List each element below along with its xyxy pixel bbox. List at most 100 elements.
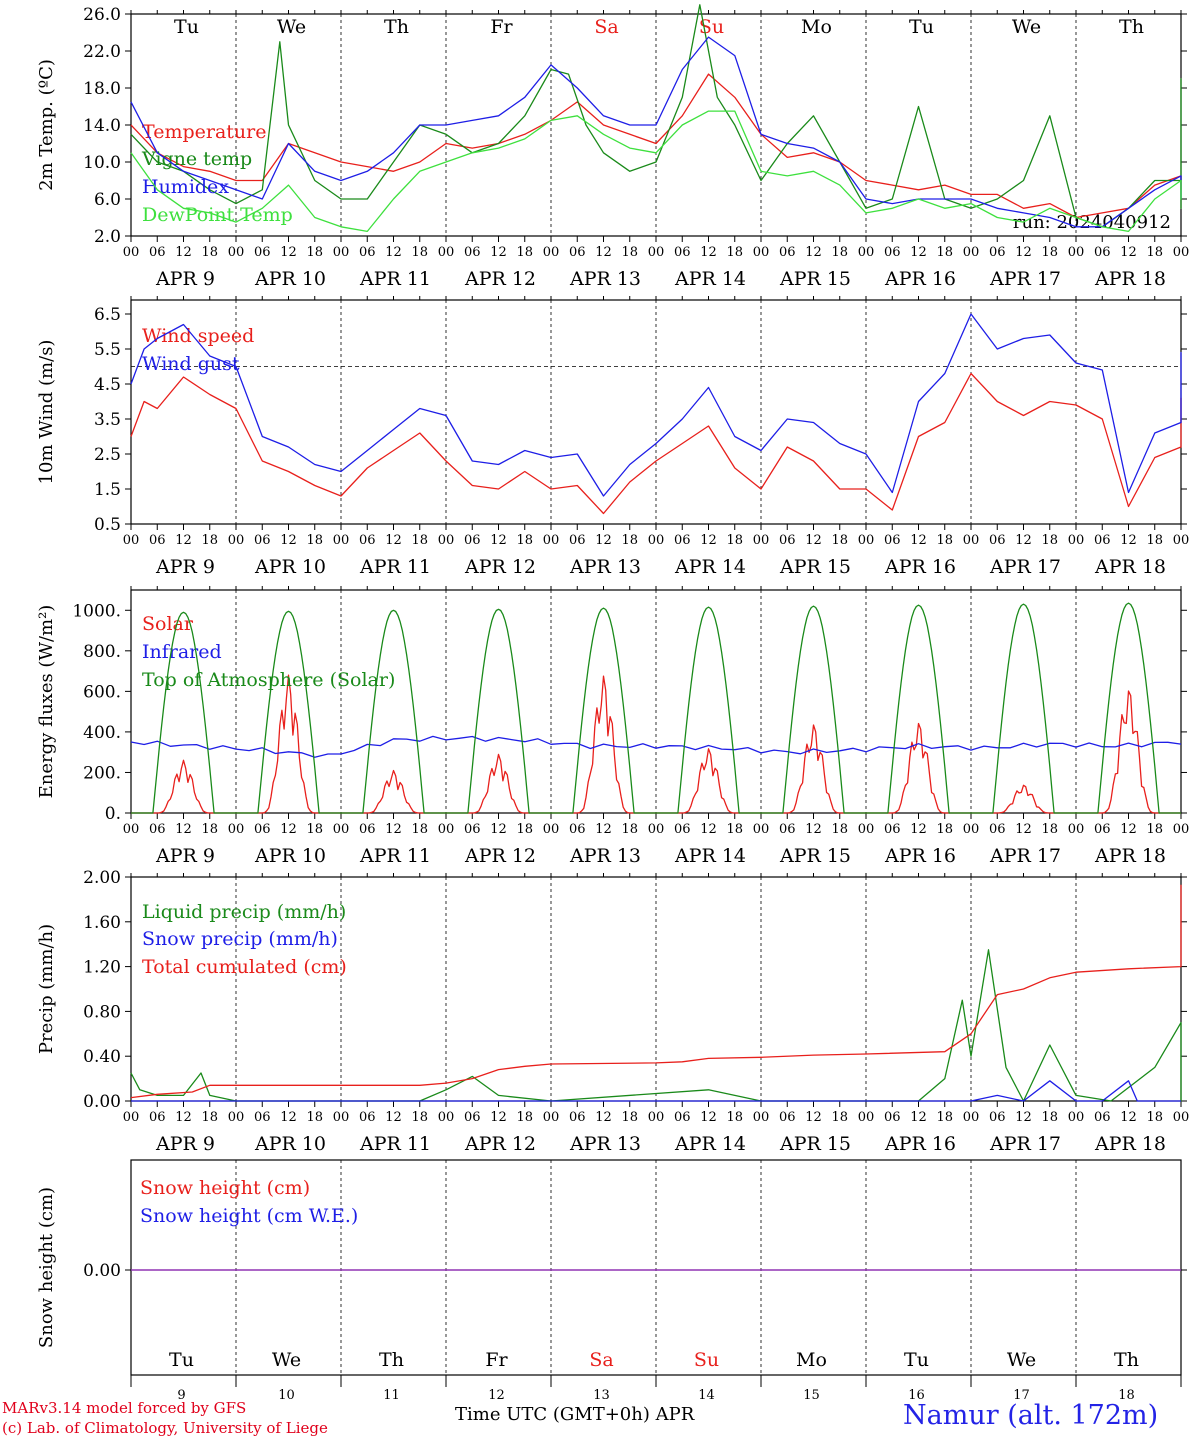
hour-tick-label: 12	[700, 822, 717, 837]
day-date-label: APR 13	[569, 845, 641, 867]
y-axis-label: Precip (mm/h)	[36, 924, 57, 1054]
day-date-label: APR 17	[989, 845, 1061, 867]
weekday-label: We	[1012, 16, 1041, 38]
weekday-label: Tu	[909, 16, 934, 38]
lab-credit-text: (c) Lab. of Climatology, University of L…	[2, 1419, 328, 1437]
hour-tick-label: 06	[254, 245, 271, 260]
hour-tick-label: 18	[1041, 245, 1058, 260]
panel-frame	[130, 299, 1182, 525]
y-tick-label: 200.	[83, 763, 121, 783]
legend-entry: Wind speed	[142, 325, 254, 347]
station-name: Namur (alt. 172m)	[903, 1400, 1159, 1431]
hour-tick-label: 00	[648, 1110, 665, 1125]
hour-tick-label: 12	[910, 533, 927, 548]
y-tick-label: 400.	[83, 723, 121, 743]
hour-tick-label: 12	[1015, 822, 1032, 837]
y-tick-label: 22.0	[83, 42, 121, 62]
hour-tick-label: 18	[1146, 1110, 1163, 1125]
weekday-label: Sa	[594, 16, 618, 38]
legend-entry: Snow height (cm)	[140, 1177, 310, 1199]
weekday-label: Mo	[796, 1349, 827, 1371]
hour-tick-label: 00	[753, 1110, 770, 1125]
hour-tick-label: 12	[1015, 245, 1032, 260]
hour-tick-label: 18	[936, 822, 953, 837]
hour-tick-label: 12	[1015, 1110, 1032, 1125]
hour-tick-label: 12	[805, 1110, 822, 1125]
y-tick-label: 0.	[105, 804, 121, 824]
day-date-label: APR 10	[254, 845, 326, 867]
hour-tick-label: 00	[1173, 1110, 1190, 1125]
hour-tick-label: 00	[1068, 245, 1085, 260]
y-axis-label: Snow height (cm)	[36, 1187, 57, 1348]
hour-tick-label: 12	[910, 245, 927, 260]
hour-tick-label: 18	[1146, 533, 1163, 548]
y-tick-label: 1.60	[83, 913, 121, 933]
hour-tick-label: 06	[674, 1110, 691, 1125]
hour-tick-label: 06	[149, 1110, 166, 1125]
hour-tick-label: 06	[674, 533, 691, 548]
hour-tick-label: 00	[1173, 245, 1190, 260]
hour-tick-label: 00	[123, 533, 140, 548]
hour-tick-label: 12	[910, 822, 927, 837]
day-date-label: APR 13	[569, 1133, 641, 1155]
legend-entry: DewPoint Temp	[142, 204, 293, 226]
day-date-label: APR 12	[464, 1133, 536, 1155]
hour-tick-label: 06	[569, 1110, 586, 1125]
legend-entry: Top of Atmosphere (Solar)	[142, 669, 395, 691]
hour-tick-label: 00	[438, 822, 455, 837]
y-tick-label: 2.0	[94, 227, 121, 247]
day-number-label: 10	[278, 1388, 295, 1403]
hour-tick-label: 18	[306, 245, 323, 260]
day-date-label: APR 11	[359, 556, 431, 578]
hour-tick-label: 18	[831, 245, 848, 260]
day-date-label: APR 17	[989, 1133, 1061, 1155]
hour-tick-label: 06	[1094, 533, 1111, 548]
weekday-label: Th	[379, 1349, 404, 1371]
hour-tick-label: 18	[306, 533, 323, 548]
day-date-label: APR 16	[884, 845, 956, 867]
legend-entry: Temperature	[142, 121, 266, 143]
hour-tick-label: 18	[201, 1110, 218, 1125]
weekday-label: Su	[694, 1349, 719, 1371]
hour-tick-label: 18	[516, 533, 533, 548]
day-date-label: APR 14	[674, 845, 746, 867]
hour-tick-label: 18	[621, 822, 638, 837]
y-tick-label: 0.40	[83, 1047, 121, 1067]
day-number-label: 9	[177, 1388, 185, 1403]
day-date-label: APR 9	[155, 268, 215, 290]
day-number-label: 15	[803, 1388, 820, 1403]
panel-frame	[130, 589, 1182, 814]
hour-tick-label: 12	[280, 533, 297, 548]
hour-tick-label: 12	[490, 1110, 507, 1125]
day-date-label: APR 14	[674, 1133, 746, 1155]
y-tick-label: 6.5	[94, 305, 121, 325]
hour-tick-label: 00	[228, 1110, 245, 1125]
hour-tick-label: 06	[464, 822, 481, 837]
y-tick-label: 1000.	[72, 601, 121, 621]
weekday-label: Fr	[490, 16, 513, 38]
legend-entry: Snow height (cm W.E.)	[140, 1205, 358, 1227]
hour-tick-label: 00	[543, 822, 560, 837]
hour-tick-label: 06	[674, 822, 691, 837]
hour-tick-label: 12	[175, 1110, 192, 1125]
y-tick-label: 10.0	[83, 153, 121, 173]
hour-tick-label: 00	[858, 822, 875, 837]
series-line-wind-speed	[130, 372, 1182, 515]
day-date-label: APR 15	[779, 556, 851, 578]
hour-tick-label: 18	[201, 245, 218, 260]
hour-tick-label: 18	[621, 1110, 638, 1125]
day-date-label: APR 10	[254, 556, 326, 578]
day-date-label: APR 16	[884, 268, 956, 290]
hour-tick-label: 18	[516, 822, 533, 837]
hour-tick-label: 00	[438, 1110, 455, 1125]
y-tick-label: 800.	[83, 642, 121, 662]
hour-tick-label: 00	[123, 245, 140, 260]
day-date-label: APR 12	[464, 556, 536, 578]
hour-tick-label: 06	[989, 822, 1006, 837]
hour-tick-label: 00	[123, 822, 140, 837]
series-line-top-of-atmosphere-solar-	[131, 602, 1181, 814]
hour-tick-label: 18	[936, 245, 953, 260]
hour-tick-label: 06	[1094, 822, 1111, 837]
hour-tick-label: 18	[411, 533, 428, 548]
y-tick-label: 3.5	[94, 410, 121, 430]
